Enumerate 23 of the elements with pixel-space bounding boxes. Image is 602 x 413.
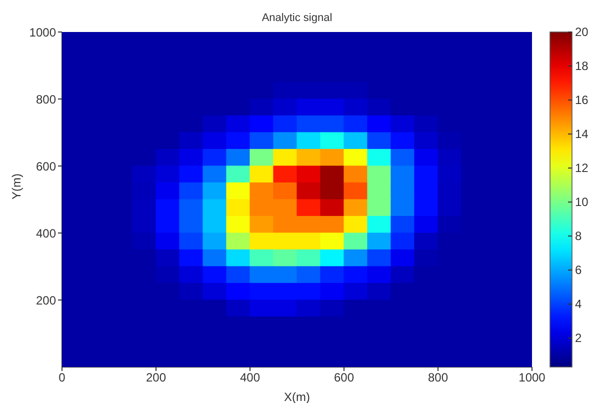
color-bar-label: 2 xyxy=(575,331,582,346)
x-tick-label: 200 xyxy=(146,370,166,385)
x-tick-label: 0 xyxy=(58,370,66,385)
color-bar-label: 12 xyxy=(575,161,589,176)
y-tick-label: 1000 xyxy=(29,25,56,40)
color-bar-label: 16 xyxy=(575,93,589,108)
x-tick-label: 600 xyxy=(334,370,354,385)
chart-title: Analytic signal xyxy=(260,12,334,24)
color-bar-label: 6 xyxy=(575,263,582,278)
x-tick-label: 800 xyxy=(428,370,448,385)
x-tick-label: 400 xyxy=(240,370,260,385)
x-tick-label: 1000 xyxy=(518,370,546,385)
color-bar-label: 14 xyxy=(575,127,589,142)
y-tick-label: 800 xyxy=(36,92,56,106)
y-tick-label: 600 xyxy=(36,159,56,174)
y-axis-title: Y(m) xyxy=(9,174,24,200)
color-bar-label: 10 xyxy=(575,195,589,210)
color-bar-label: 18 xyxy=(575,59,589,74)
color-bar-label: 20 xyxy=(575,25,589,39)
y-tick-label: 200 xyxy=(36,293,56,308)
y-tick-label: 400 xyxy=(36,226,56,240)
color-bar-label: 4 xyxy=(575,297,582,312)
color-bar-label: 8 xyxy=(575,229,582,244)
